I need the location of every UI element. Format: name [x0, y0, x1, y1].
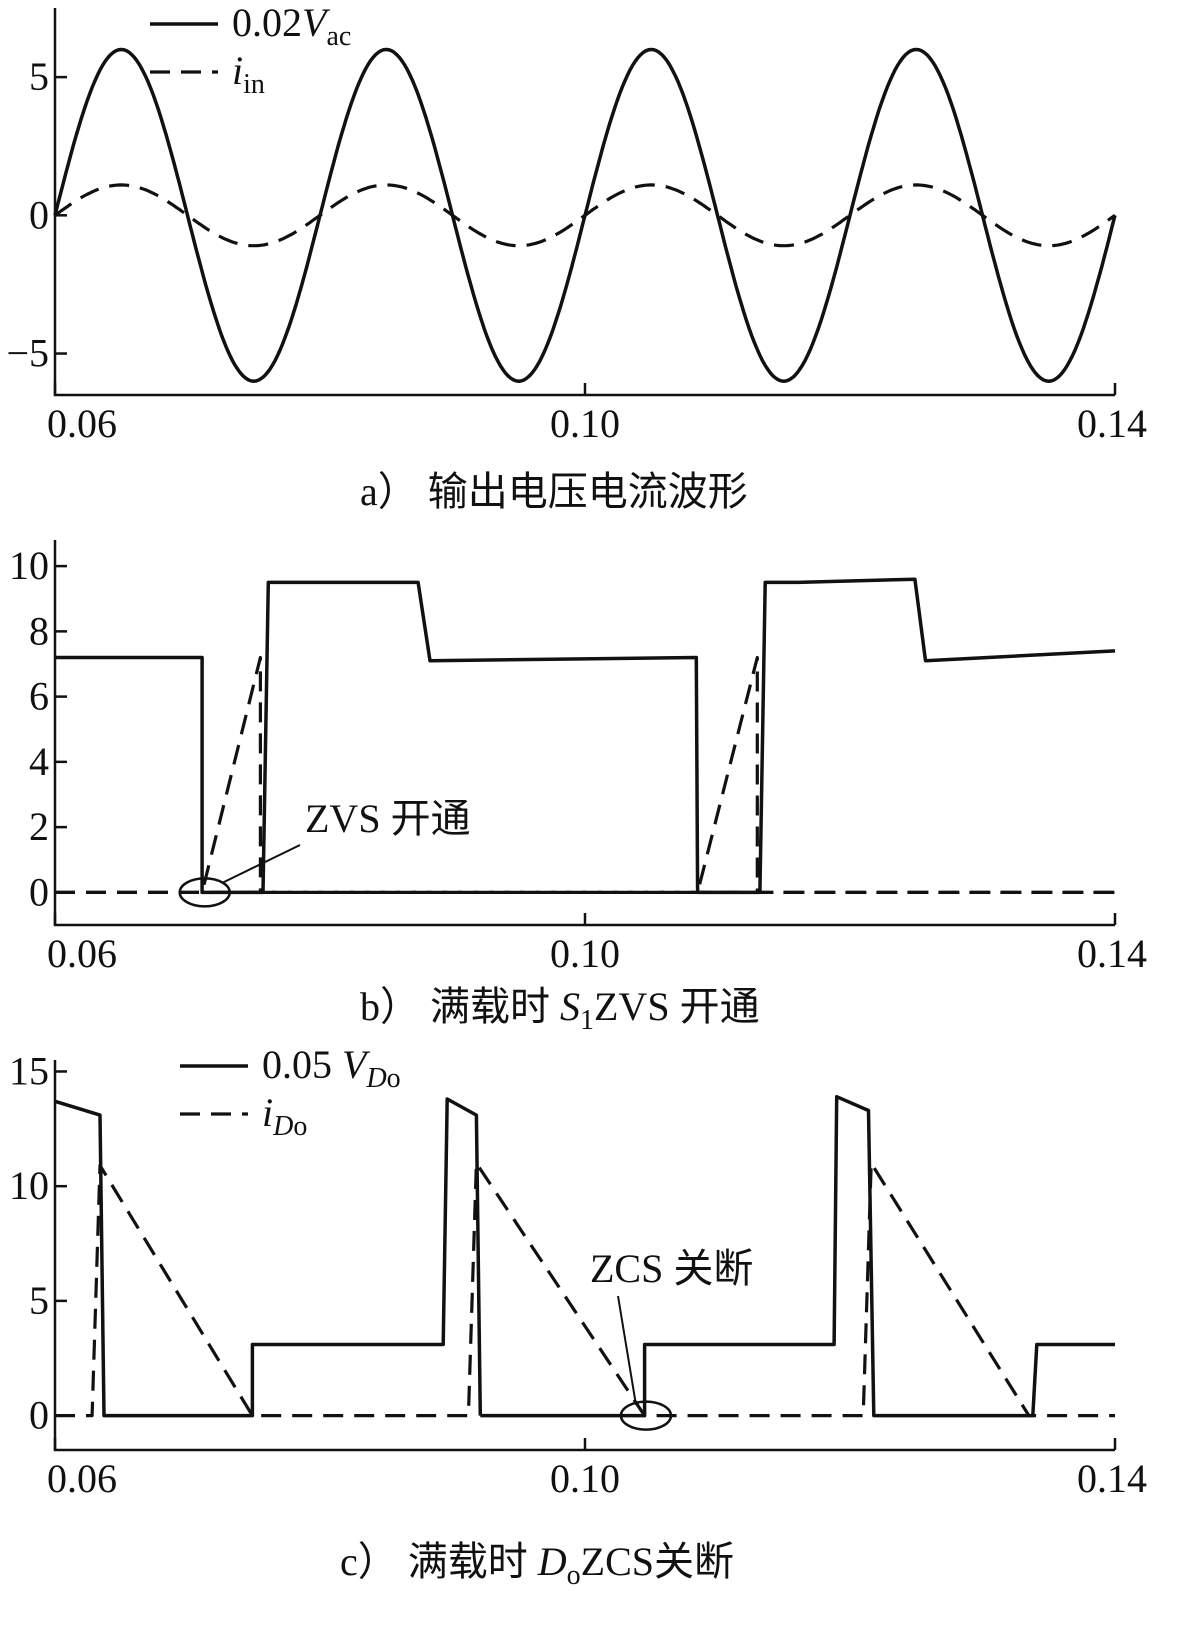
- x-tick-label: 0.14: [1077, 401, 1147, 446]
- y-tick-label: 5: [29, 1278, 49, 1323]
- y-tick-label: 8: [29, 608, 49, 653]
- y-tick-label: 0: [29, 869, 49, 914]
- x-tick-label: 0.06: [47, 1456, 117, 1501]
- y-tick-label: 2: [29, 804, 49, 849]
- series-dashed-line-1: [54, 183, 1116, 248]
- annotation-ellipse: [178, 877, 231, 908]
- y-tick-label: 10: [9, 543, 49, 588]
- axis-frame: [53, 8, 1115, 397]
- annotation-ellipse: [619, 1400, 673, 1431]
- annotation-leader-line: [617, 1295, 637, 1406]
- legend-label: 0.02Vac: [232, 0, 351, 52]
- annotation-label: ZCS 关断: [590, 1246, 753, 1291]
- annotation-label: ZVS 开通: [305, 796, 471, 841]
- panel-b-chart: 10 8 6 4 2 0 0.06 0.10 0.14 ZVS 开通 b） 满载时 S1ZVS 开通: [9, 540, 1147, 1036]
- legend-label: 0.05 VDo: [262, 1042, 401, 1094]
- x-tick-label: 0.10: [550, 401, 620, 446]
- legend-label: iDo: [262, 1090, 307, 1142]
- y-tick-label: 5: [29, 54, 49, 99]
- y-tick-label: 0: [29, 1393, 49, 1438]
- caption-panel-c: c） 满载时 DoZCS关断: [340, 1539, 734, 1591]
- y-tick-label: 4: [29, 739, 49, 784]
- annotation-leader-line: [221, 844, 301, 884]
- y-tick-label: 10: [9, 1163, 49, 1208]
- series-solid-line-0: [54, 1094, 1115, 1418]
- x-tick-label: 0.10: [550, 931, 620, 976]
- y-tick-label: −5: [6, 331, 49, 376]
- x-tick-label: 0.14: [1077, 931, 1147, 976]
- y-tick-label: 15: [9, 1048, 49, 1093]
- x-tick-label: 0.10: [550, 1456, 620, 1501]
- x-tick-label: 0.06: [47, 931, 117, 976]
- y-tick-label: 6: [29, 674, 49, 719]
- x-tick-label: 0.14: [1077, 1456, 1147, 1501]
- caption-panel-a: a） 输出电压电流波形: [360, 469, 748, 514]
- axis-frame: [53, 540, 1115, 927]
- caption-panel-b: b） 满载时 S1ZVS 开通: [360, 984, 760, 1036]
- axis-frame: [53, 1060, 1115, 1452]
- series-dashed-line-2: [55, 655, 1115, 894]
- y-tick-label: 0: [29, 192, 49, 237]
- series-solid-line-0: [55, 577, 1116, 895]
- legend-label: iin: [232, 48, 265, 100]
- series-dashed-line-1: [55, 655, 1115, 894]
- series-dashed-line-1: [55, 1161, 1115, 1418]
- x-tick-label: 0.06: [47, 401, 117, 446]
